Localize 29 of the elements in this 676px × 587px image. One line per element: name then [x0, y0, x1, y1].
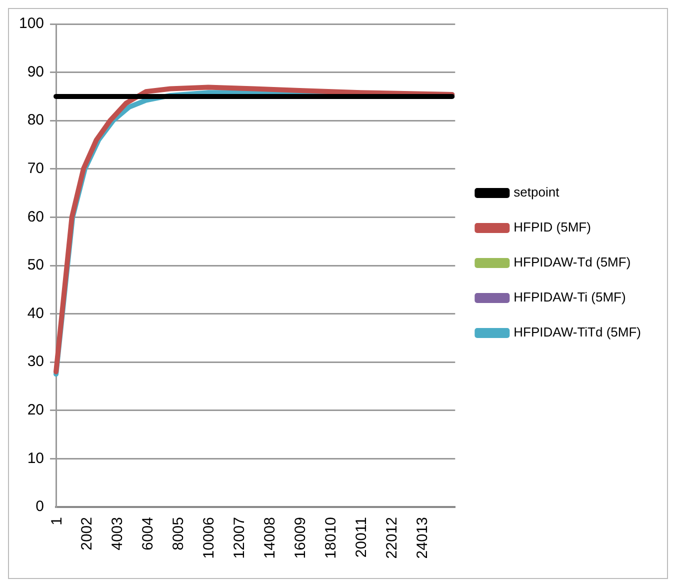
x-tick-label: 8005: [170, 517, 187, 550]
x-tick-label: 24013: [414, 517, 431, 559]
y-tick-label: 20: [27, 402, 44, 419]
y-tick-label: 0: [36, 498, 44, 516]
x-tick-label: 16009: [292, 517, 309, 559]
legend-label: setpoint: [514, 184, 560, 200]
x-tick-label: 2002: [78, 517, 96, 550]
legend-label: HFPIDAW-TiTd (5MF): [514, 324, 642, 340]
x-tick-label: 6004: [139, 517, 156, 550]
y-tick-label: 80: [27, 112, 44, 129]
y-tick-label: 30: [27, 353, 44, 370]
y-tick-label: 40: [27, 304, 44, 322]
x-tick-label: 22012: [383, 517, 400, 559]
y-tick-label: 70: [27, 160, 44, 178]
x-tick-label: 18010: [322, 517, 340, 559]
legend-label: HFPIDAW-Ti (5MF): [514, 290, 626, 305]
x-tick-label: 10006: [200, 517, 218, 559]
x-tick-label: 12007: [230, 517, 248, 559]
y-tick-label: 90: [27, 63, 44, 80]
x-tick-label: 20011: [352, 517, 370, 558]
x-tick-label: 4003: [108, 517, 126, 550]
legend-label: HFPIDAW-Td (5MF): [514, 254, 631, 270]
legend-label: HFPID (5MF): [514, 220, 591, 235]
x-tick-label: 1: [48, 517, 66, 526]
y-tick-label: 10: [27, 450, 44, 467]
y-tick-label: 100: [18, 15, 44, 32]
x-tick-label: 14008: [261, 517, 278, 559]
y-tick-label: 50: [27, 256, 44, 274]
y-tick-label: 60: [27, 208, 44, 226]
